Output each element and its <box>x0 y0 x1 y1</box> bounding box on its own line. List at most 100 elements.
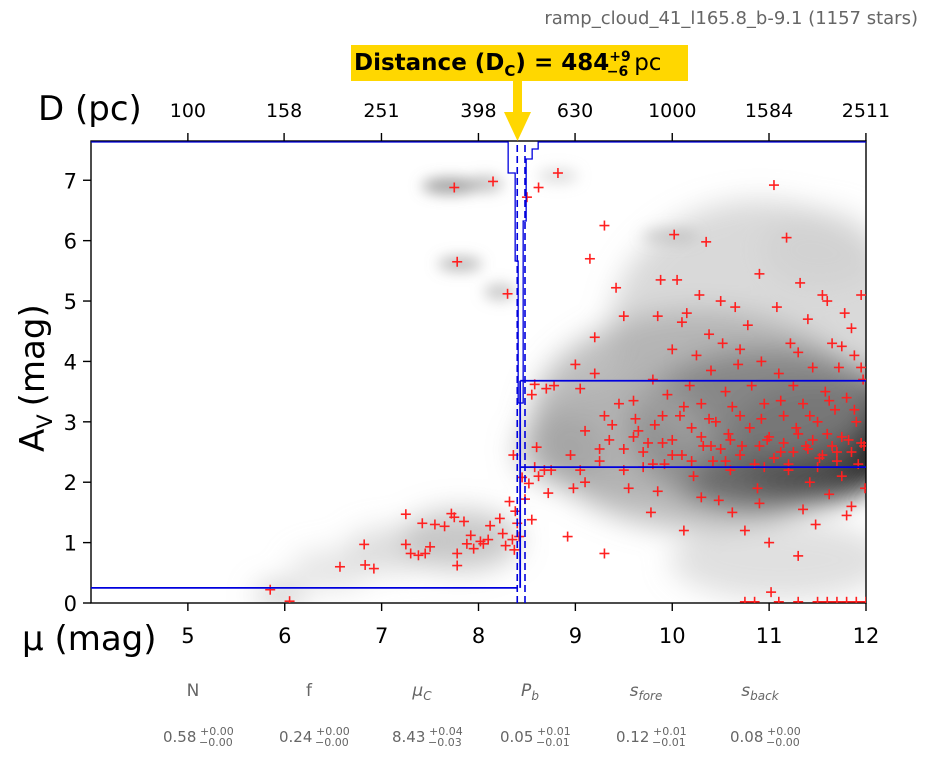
star-point <box>686 456 697 467</box>
star-point <box>425 541 436 552</box>
star-point <box>667 450 678 461</box>
star-point <box>791 422 802 433</box>
star-point <box>599 220 610 231</box>
star-point <box>696 431 707 442</box>
star-point <box>429 519 440 530</box>
star-point <box>611 282 622 293</box>
star-point <box>649 419 660 430</box>
star-point <box>843 434 854 445</box>
param-value: 0.24 <box>279 728 312 746</box>
distance-arrow-shaft <box>513 81 522 114</box>
star-point <box>831 596 842 603</box>
star-point <box>715 444 726 454</box>
star-point <box>739 596 750 603</box>
star-point <box>764 537 775 548</box>
star-point <box>696 398 707 409</box>
star-point <box>737 440 747 451</box>
star-point <box>756 356 767 367</box>
param-value: 0.08 <box>730 728 763 746</box>
star-point <box>594 456 605 467</box>
star-point <box>500 540 511 551</box>
star-point <box>565 450 576 461</box>
x-tick-label: 8 <box>472 624 485 648</box>
top-axis-title: D (pc) <box>38 89 142 129</box>
star-point <box>836 471 847 482</box>
star-point <box>727 401 738 412</box>
star-point <box>688 471 699 482</box>
star-point <box>360 559 371 570</box>
y-tick-label: 7 <box>64 169 77 193</box>
star-point <box>504 496 515 507</box>
star-point <box>675 410 685 421</box>
star-point <box>439 521 450 532</box>
star-point <box>773 596 784 603</box>
star-point <box>589 332 600 343</box>
star-point <box>768 453 779 464</box>
star-point <box>781 232 792 243</box>
star-point <box>613 398 624 409</box>
star-point <box>771 302 782 313</box>
param-name: μC <box>411 681 432 703</box>
star-point <box>746 380 757 391</box>
star-point <box>543 488 554 499</box>
star-point <box>788 380 799 391</box>
star-points <box>265 168 866 603</box>
star-point <box>672 274 683 285</box>
svg-text:Distance (DC) = 484+9−6pc: Distance (DC) = 484+9 −6 pc <box>354 49 661 80</box>
star-point <box>839 308 850 319</box>
star-point <box>807 434 818 445</box>
star-point <box>849 350 860 361</box>
top-tick-label: 630 <box>557 100 593 122</box>
star-point <box>733 359 744 370</box>
star-point <box>549 380 560 391</box>
star-point <box>704 413 715 424</box>
param-minus-error: −0.03 <box>428 736 462 749</box>
star-point <box>846 501 857 512</box>
x-tick-label: 9 <box>569 624 582 648</box>
star-point <box>744 422 755 433</box>
star-point <box>526 514 537 525</box>
x-tick-label: 10 <box>659 624 686 648</box>
param-plus-error: +0.01 <box>653 725 687 738</box>
star-point <box>678 525 689 536</box>
param-minus-error: −0.00 <box>766 736 800 749</box>
star-point <box>523 478 534 489</box>
star-point <box>618 311 629 322</box>
param-plus-error: +0.01 <box>537 725 571 738</box>
param-name: Pb <box>521 681 539 703</box>
star-point <box>720 456 731 467</box>
star-point <box>710 416 721 427</box>
y-tick-label: 1 <box>64 532 77 556</box>
star-point <box>861 596 866 603</box>
star-point <box>841 596 852 603</box>
star-point <box>730 302 741 313</box>
star-point <box>265 584 276 595</box>
star-point <box>630 413 641 424</box>
svg-text:AV(mag): AV(mag) <box>13 304 57 452</box>
star-point <box>599 548 610 559</box>
star-point <box>807 362 818 373</box>
star-point <box>707 456 718 467</box>
star-point <box>856 290 866 300</box>
top-tick-label: 1000 <box>648 100 696 122</box>
star-point <box>851 416 862 427</box>
star-point <box>704 329 715 340</box>
star-point <box>483 534 494 545</box>
star-point <box>584 253 595 264</box>
star-point <box>802 314 813 325</box>
model-lines <box>91 141 866 603</box>
star-point <box>655 274 666 285</box>
star-point <box>449 182 460 193</box>
top-tick-label: 398 <box>460 100 496 122</box>
top-tick-label: 158 <box>266 100 302 122</box>
x-axis-ticks: 5 6 7 8 9 10 11 12 <box>181 603 879 648</box>
star-point <box>856 437 866 448</box>
param-plus-error: +0.00 <box>200 725 234 738</box>
star-point <box>562 531 573 542</box>
star-point <box>851 596 862 603</box>
star-point <box>604 434 615 445</box>
star-point <box>715 296 726 307</box>
star-point <box>812 416 823 427</box>
star-point <box>633 425 644 436</box>
